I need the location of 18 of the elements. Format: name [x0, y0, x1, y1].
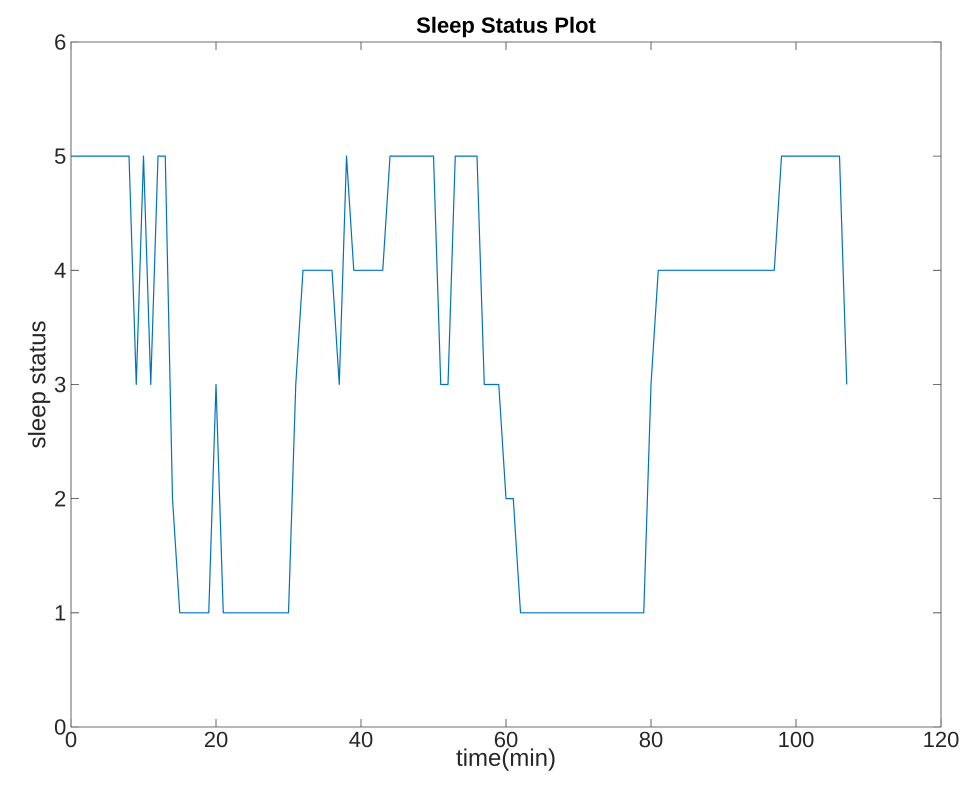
y-tick-label: 6	[55, 34, 66, 50]
x-tick-label: 120	[924, 732, 958, 748]
x-tick-label: 20	[204, 732, 228, 748]
y-tick-label: 1	[56, 605, 66, 620]
x-tick-label: 0	[66, 732, 76, 748]
y-tick-label: 0	[54, 719, 66, 735]
x-tick-label: 80	[640, 732, 662, 748]
y-tick-label: 2	[55, 490, 66, 506]
chart-title: Sleep Status Plot	[416, 16, 596, 38]
x-tick-label: 60	[494, 732, 518, 748]
x-axis-title: time(min)	[456, 748, 555, 771]
x-tick-label: 40	[349, 732, 372, 748]
x-tick-label: 100	[779, 732, 814, 748]
line-series	[71, 156, 848, 614]
y-tick-label: 3	[54, 376, 66, 392]
y-tick-label: 5	[54, 148, 66, 164]
y-axis-title: sleep status	[28, 321, 50, 448]
y-tick-label: 4	[54, 262, 66, 278]
